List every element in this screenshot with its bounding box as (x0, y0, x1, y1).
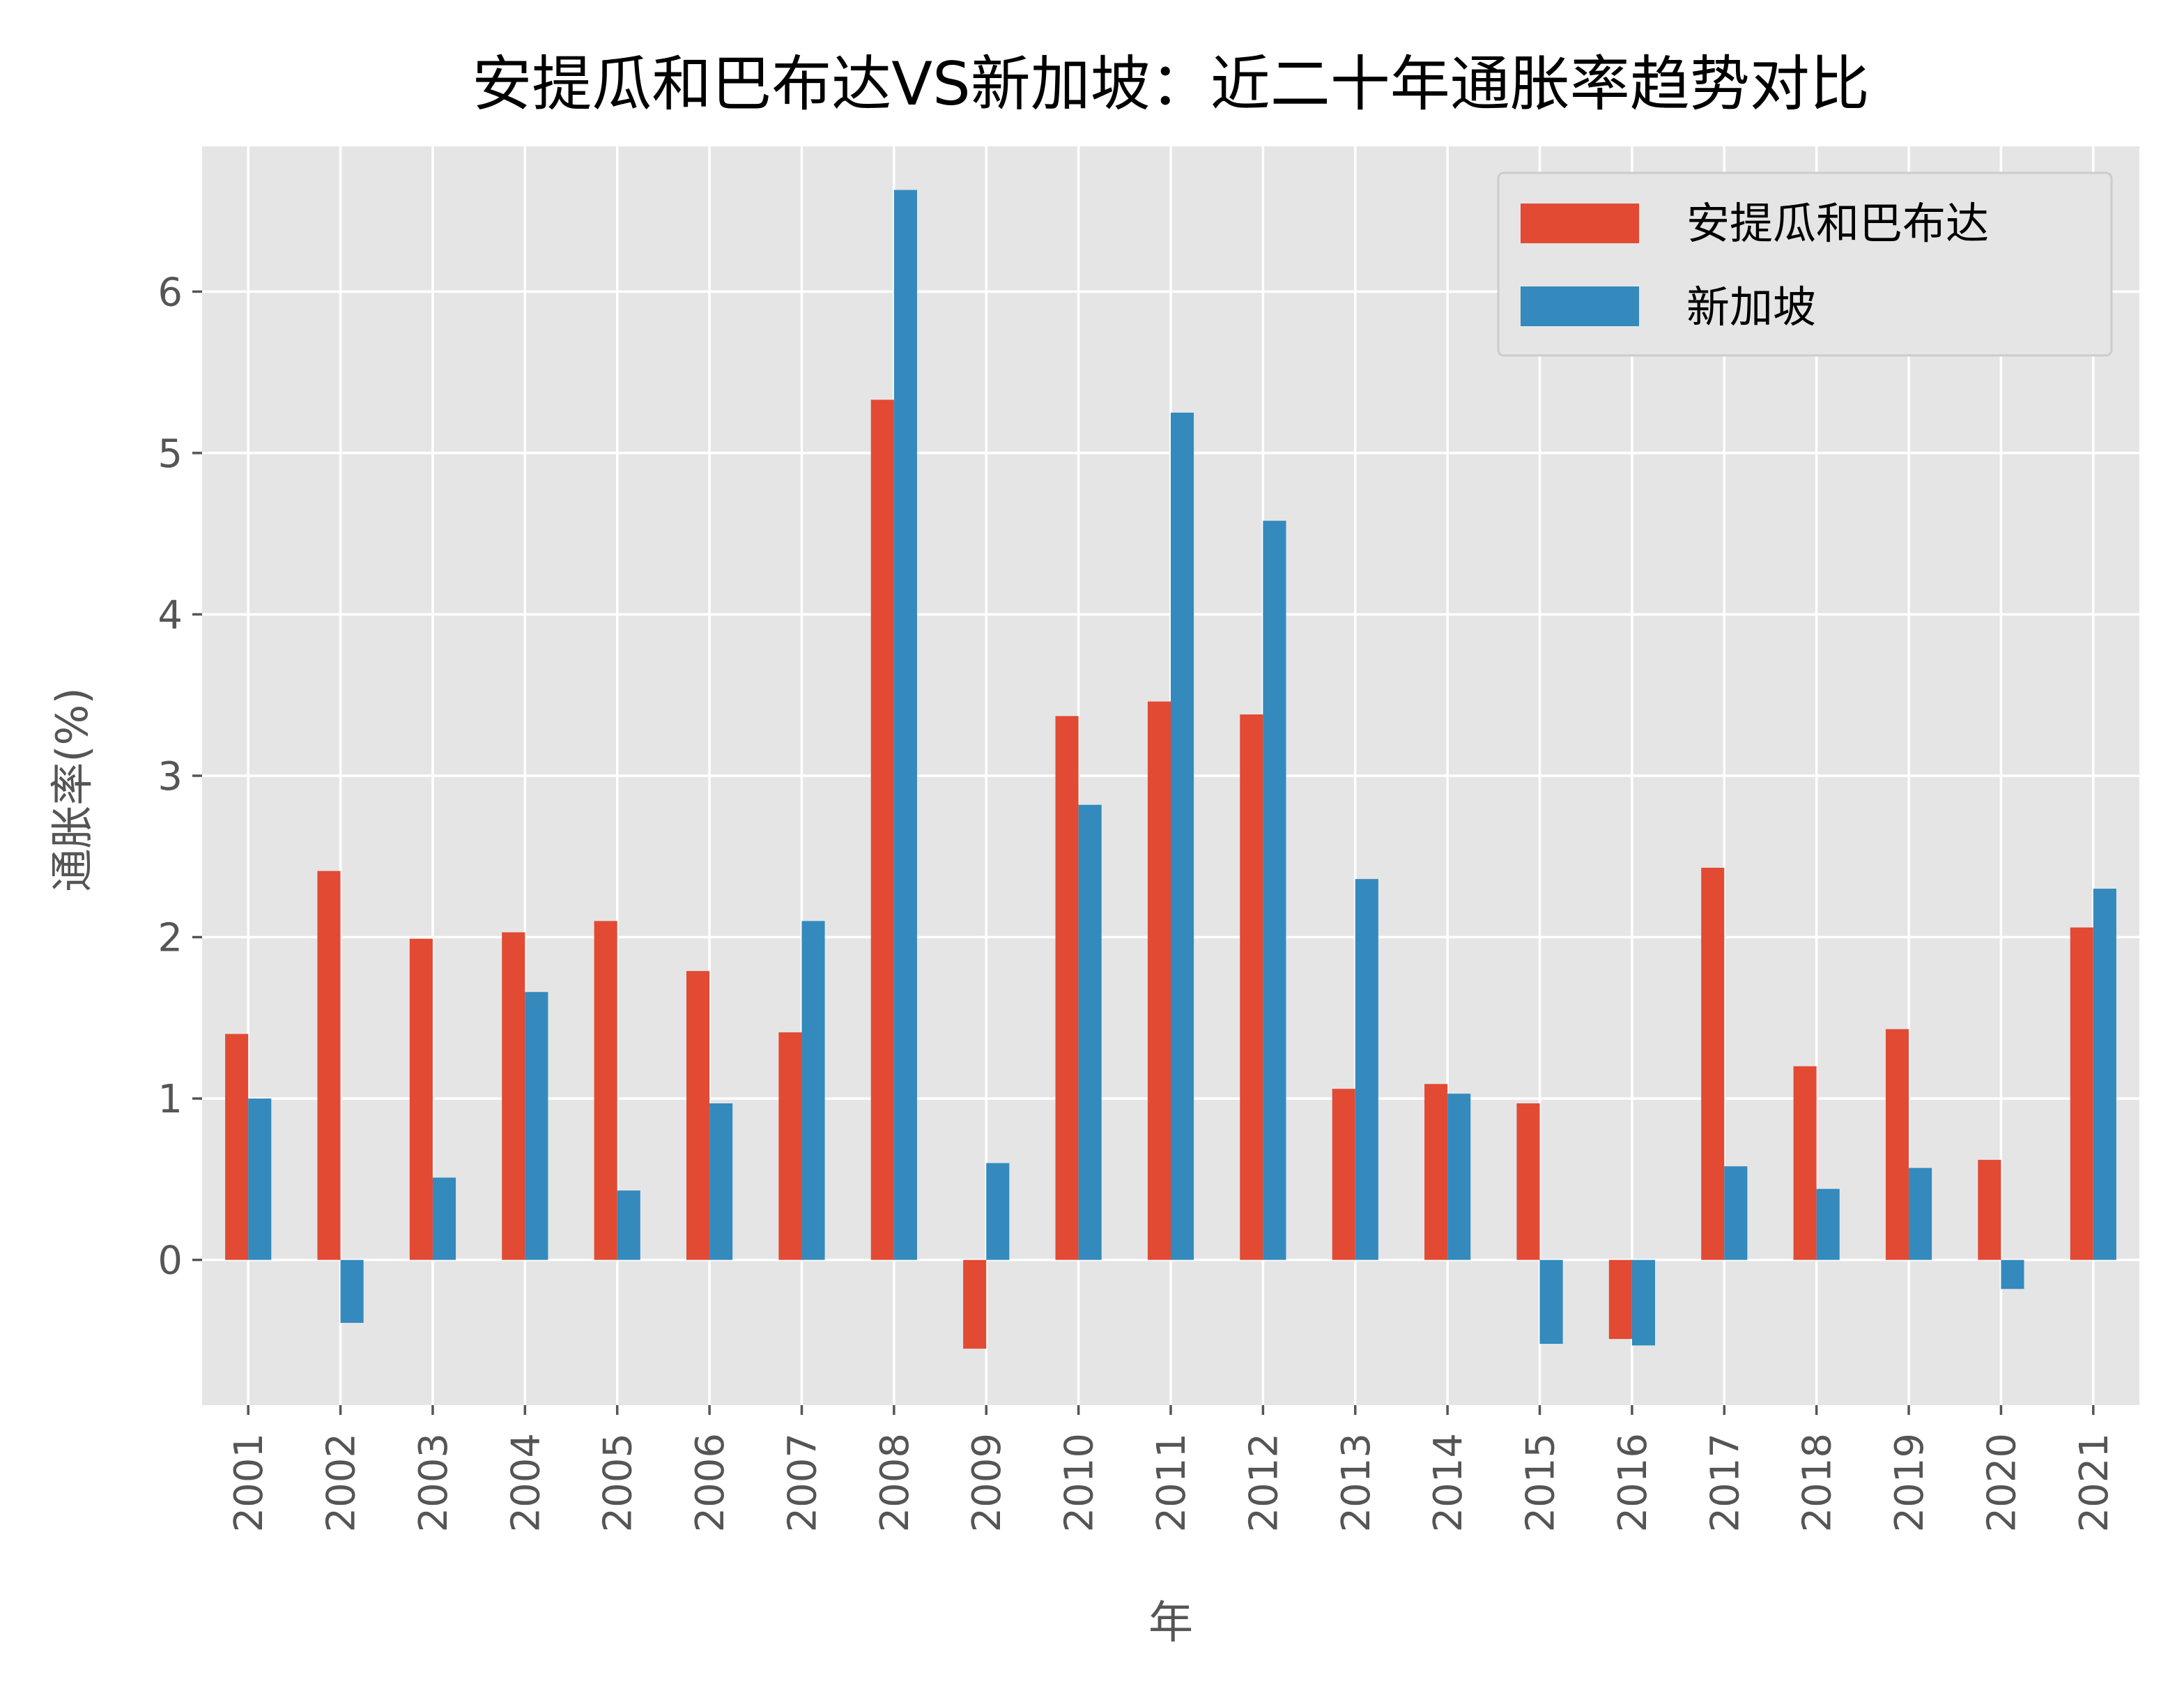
bar-antigua (963, 1259, 987, 1349)
y-tick-label: 4 (157, 592, 183, 638)
x-tick-label: 2017 (1702, 1433, 1748, 1533)
x-tick-label: 2005 (596, 1433, 641, 1533)
x-tick-label: 2020 (1979, 1433, 2024, 1533)
x-tick-label: 2021 (2072, 1433, 2117, 1533)
bar-singapore (1355, 879, 1378, 1260)
x-tick-label: 2019 (1887, 1433, 1932, 1533)
y-tick-label: 0 (157, 1239, 183, 1284)
bar-antigua (1608, 1259, 1632, 1340)
bar-singapore (248, 1098, 272, 1260)
bar-singapore (340, 1259, 364, 1323)
bar-singapore (2093, 889, 2116, 1260)
bar-singapore (986, 1163, 1010, 1260)
bar-singapore (709, 1103, 733, 1260)
bar-singapore (525, 992, 548, 1260)
x-tick-label: 2002 (319, 1433, 364, 1533)
bar-antigua (2070, 927, 2093, 1260)
bar-antigua (778, 1032, 802, 1260)
bar-antigua (1147, 701, 1171, 1260)
bar-antigua (1793, 1066, 1817, 1260)
x-axis-label: 年 (1148, 1598, 1193, 1649)
bar-antigua (317, 871, 341, 1260)
x-tick-label: 2014 (1426, 1433, 1471, 1533)
bar-antigua (1332, 1089, 1355, 1260)
bar-antigua (1516, 1103, 1540, 1260)
bar-antigua (1424, 1084, 1448, 1260)
bar-antigua (409, 938, 433, 1260)
bar-singapore (617, 1190, 640, 1260)
bar-antigua (1240, 714, 1263, 1260)
x-tick-label: 2004 (503, 1433, 548, 1533)
y-tick-label: 2 (157, 916, 183, 961)
bar-antigua (502, 932, 525, 1260)
bar-singapore (801, 921, 825, 1260)
bar-singapore (1631, 1259, 1655, 1346)
y-tick-label: 5 (157, 431, 183, 477)
y-tick-label: 3 (157, 754, 183, 799)
bar-singapore (1816, 1188, 1840, 1260)
legend-frame (1497, 171, 2113, 357)
x-tick-label: 2007 (780, 1433, 825, 1533)
y-tick-label: 6 (157, 270, 183, 315)
bar-singapore (1263, 521, 1286, 1260)
bar-singapore (1171, 413, 1194, 1260)
legend-label-antigua: 安提瓜和巴布达 (1686, 198, 1989, 249)
bar-antigua (1885, 1029, 1909, 1260)
bar-singapore (1078, 804, 1102, 1260)
bar-singapore (893, 190, 917, 1260)
legend-label-singapore: 新加坡 (1686, 282, 1816, 332)
x-tick-label: 2006 (688, 1433, 733, 1533)
bar-singapore (432, 1177, 456, 1260)
x-tick-label: 2009 (964, 1433, 1010, 1533)
x-tick-label: 2008 (872, 1433, 918, 1533)
legend-swatch-singapore (1521, 286, 1639, 326)
x-tick-label: 2013 (1334, 1433, 1379, 1533)
bar-antigua (225, 1034, 249, 1260)
bars (225, 190, 2116, 1349)
x-tick-label: 2011 (1149, 1433, 1194, 1533)
legend-swatch-antigua (1521, 204, 1639, 243)
bar-antigua (1701, 867, 1725, 1260)
y-tick-label: 1 (157, 1077, 183, 1122)
bar-singapore (1909, 1167, 1932, 1260)
x-tick-label: 2012 (1241, 1433, 1286, 1533)
x-tick-label: 2015 (1518, 1433, 1564, 1533)
bar-singapore (1539, 1259, 1563, 1345)
bar-singapore (2001, 1259, 2024, 1289)
bar-antigua (686, 971, 710, 1260)
x-tick-label: 2018 (1795, 1433, 1840, 1533)
bar-singapore (1724, 1166, 1748, 1260)
axis-ticks: 0 1 2 3 4 5 6 2001 2002 2003 2004 2005 2006 2007 2008 2… (157, 270, 2116, 1532)
chart-title: 安提瓜和巴布达VS新加坡：近二十年通胀率趋势对比 (472, 49, 1869, 119)
x-tick-label: 2016 (1610, 1433, 1656, 1533)
bar-antigua (870, 399, 894, 1260)
bar-antigua (1978, 1160, 2001, 1260)
legend: 安提瓜和巴布达 新加坡 (1497, 171, 2113, 357)
bar-antigua (1055, 716, 1079, 1260)
bar-antigua (594, 921, 617, 1260)
x-tick-label: 2003 (411, 1433, 456, 1533)
x-tick-label: 2010 (1057, 1433, 1102, 1533)
y-axis-label: 通胀率(%) (47, 687, 98, 891)
bar-singapore (1447, 1094, 1471, 1260)
x-tick-label: 2001 (226, 1433, 272, 1533)
